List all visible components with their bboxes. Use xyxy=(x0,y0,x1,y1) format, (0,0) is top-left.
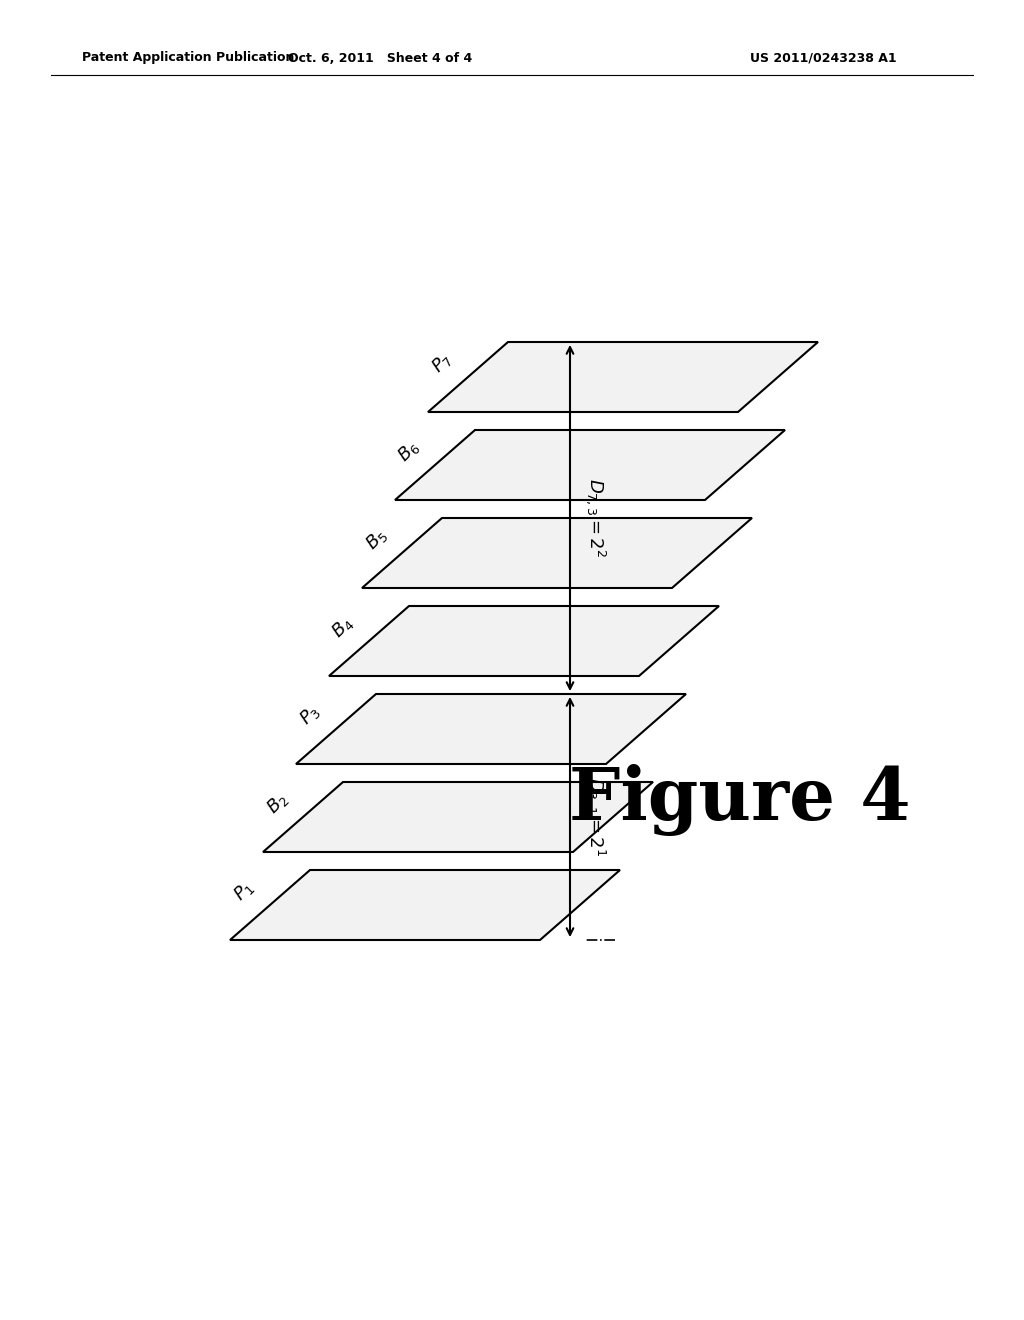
Text: $D_{7,3} = 2^2$: $D_{7,3} = 2^2$ xyxy=(584,478,607,557)
Text: $P_{7}$: $P_{7}$ xyxy=(428,348,456,378)
Text: $D_{3,1} = 2^1$: $D_{3,1} = 2^1$ xyxy=(584,777,607,857)
Polygon shape xyxy=(230,870,620,940)
Text: $P_{3}$: $P_{3}$ xyxy=(296,701,324,729)
Polygon shape xyxy=(362,517,752,587)
Text: $B_{5}$: $B_{5}$ xyxy=(361,524,390,553)
Text: Patent Application Publication: Patent Application Publication xyxy=(82,51,294,65)
Text: $B_{2}$: $B_{2}$ xyxy=(262,788,292,817)
Polygon shape xyxy=(428,342,818,412)
Text: $P_{1}$: $P_{1}$ xyxy=(230,876,258,906)
Polygon shape xyxy=(296,694,686,764)
Text: Figure 4: Figure 4 xyxy=(569,764,910,836)
Text: US 2011/0243238 A1: US 2011/0243238 A1 xyxy=(750,51,897,65)
Text: $B_{6}$: $B_{6}$ xyxy=(394,437,424,466)
Polygon shape xyxy=(263,781,653,851)
Polygon shape xyxy=(329,606,719,676)
Text: $B_{4}$: $B_{4}$ xyxy=(329,612,357,642)
Polygon shape xyxy=(395,430,785,500)
Text: Oct. 6, 2011   Sheet 4 of 4: Oct. 6, 2011 Sheet 4 of 4 xyxy=(288,51,472,65)
